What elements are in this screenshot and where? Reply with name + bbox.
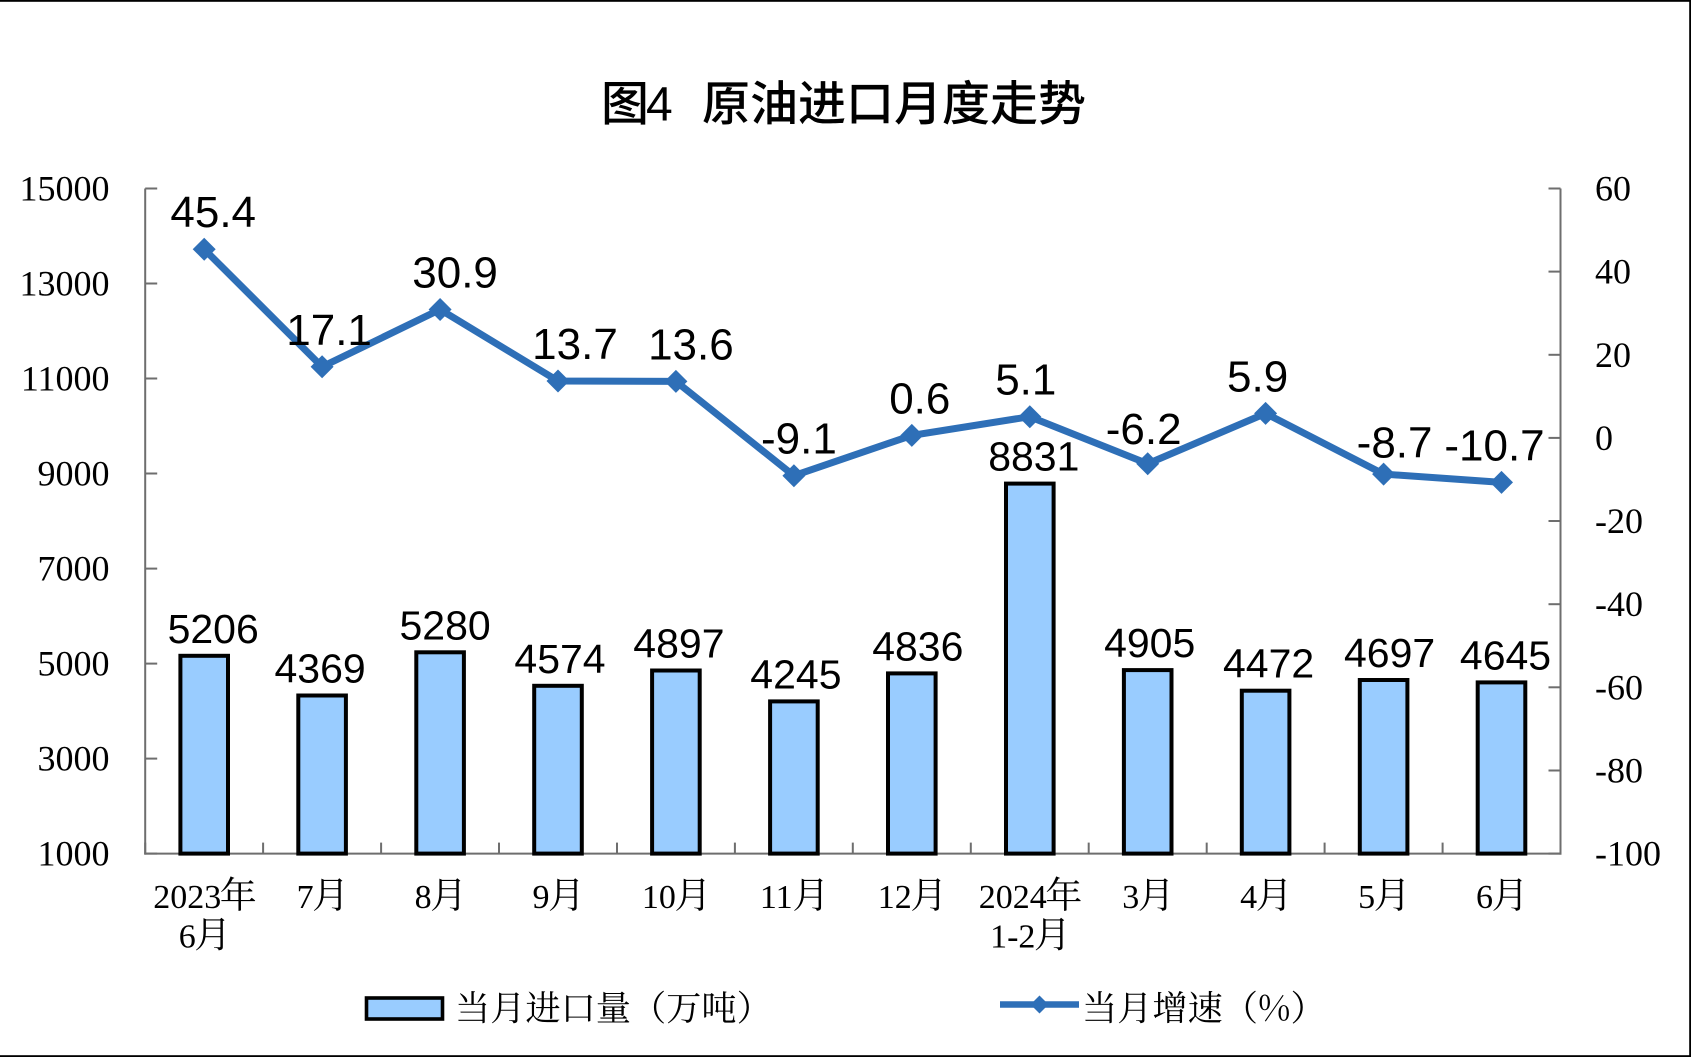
svg-text:17.1: 17.1 [286, 306, 372, 355]
svg-text:13000: 13000 [20, 264, 110, 304]
svg-text:40: 40 [1595, 252, 1631, 292]
svg-text:9000: 9000 [38, 454, 110, 494]
svg-text:-8.7: -8.7 [1357, 419, 1433, 468]
svg-text:2023: 2023 [153, 879, 221, 916]
svg-text:3: 3 [1122, 879, 1139, 916]
svg-text:4836: 4836 [872, 623, 963, 669]
svg-text:11000: 11000 [21, 359, 110, 399]
svg-text:12: 12 [878, 879, 912, 916]
svg-text:-100: -100 [1595, 834, 1661, 874]
svg-text:5206: 5206 [168, 606, 259, 652]
svg-text:7000: 7000 [38, 549, 110, 589]
svg-text:1000: 1000 [38, 834, 110, 874]
svg-text:4245: 4245 [750, 651, 841, 697]
svg-text:45.4: 45.4 [170, 188, 256, 237]
svg-text:5280: 5280 [399, 602, 490, 648]
svg-text:4: 4 [646, 79, 673, 132]
svg-text:20: 20 [1595, 335, 1631, 375]
svg-text:5000: 5000 [38, 644, 110, 684]
svg-text:11: 11 [760, 879, 793, 916]
svg-text:-40: -40 [1595, 584, 1643, 624]
svg-text:6: 6 [1476, 879, 1493, 916]
svg-text:4645: 4645 [1460, 632, 1551, 678]
svg-text:5.9: 5.9 [1227, 352, 1288, 401]
svg-text:7: 7 [297, 879, 314, 916]
svg-text:4369: 4369 [274, 646, 365, 692]
svg-text:0.6: 0.6 [889, 374, 950, 423]
svg-text:8: 8 [415, 879, 432, 916]
svg-text:4472: 4472 [1223, 641, 1314, 687]
svg-text:4574: 4574 [514, 636, 605, 682]
svg-text:-60: -60 [1595, 667, 1643, 707]
svg-text:15000: 15000 [20, 169, 110, 209]
svg-text:0: 0 [1595, 418, 1613, 458]
svg-text:5: 5 [1358, 879, 1375, 916]
svg-text:10: 10 [642, 879, 676, 916]
svg-text:4: 4 [1240, 879, 1257, 916]
svg-text:4697: 4697 [1344, 630, 1435, 676]
svg-text:-20: -20 [1595, 501, 1643, 541]
svg-text:4897: 4897 [633, 621, 724, 667]
svg-text:1-2: 1-2 [990, 919, 1035, 956]
svg-text:-9.1: -9.1 [761, 415, 837, 464]
svg-text:8831: 8831 [988, 434, 1079, 480]
svg-text:6: 6 [179, 919, 196, 956]
svg-text:13.6: 13.6 [648, 320, 734, 369]
svg-text:-10.7: -10.7 [1444, 421, 1544, 470]
svg-text:5.1: 5.1 [995, 356, 1056, 405]
svg-text:60: 60 [1595, 169, 1631, 209]
svg-text:9: 9 [533, 879, 550, 916]
svg-text:-80: -80 [1595, 751, 1643, 791]
svg-text:3000: 3000 [38, 739, 110, 779]
svg-text:30.9: 30.9 [412, 249, 498, 298]
svg-text:-6.2: -6.2 [1106, 405, 1182, 454]
svg-text:2024: 2024 [979, 879, 1047, 916]
svg-text:4905: 4905 [1104, 620, 1195, 666]
svg-text:13.7: 13.7 [532, 320, 618, 369]
